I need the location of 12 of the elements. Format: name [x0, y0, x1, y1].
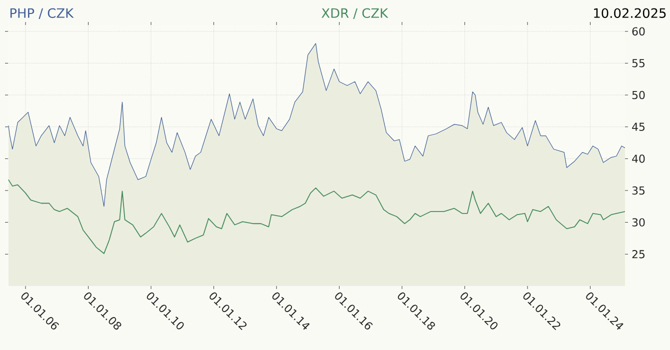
text: 10.02.2025 [594, 8, 666, 18]
y-tick-label: 35 [632, 186, 645, 195]
y-tick-label: 60 [632, 27, 645, 36]
line-series [8, 179, 626, 254]
y-tick-label: 25 [632, 250, 645, 258]
y-tick-label: 45 [632, 122, 645, 131]
text: XDR / CZK [322, 8, 388, 20]
y-tick-label: 30 [632, 218, 645, 226]
y-tick-label: 55 [632, 59, 645, 68]
text: PHP / CZK [10, 8, 74, 20]
y-tick-label: 40 [632, 154, 645, 163]
y-tick-label: 50 [632, 90, 645, 100]
